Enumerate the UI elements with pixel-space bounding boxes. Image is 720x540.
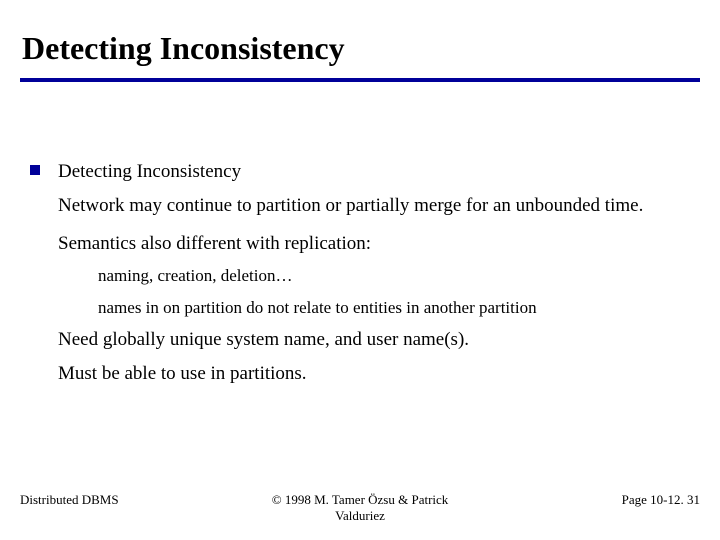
body-paragraph-4: Must be able to use in partitions. bbox=[58, 362, 678, 386]
body-subitem-2: names in on partition do not relate to e… bbox=[98, 297, 678, 318]
slide-footer: Distributed DBMS © 1998 M. Tamer Özsu & … bbox=[20, 492, 700, 524]
slide: Detecting Inconsistency Detecting Incons… bbox=[0, 0, 720, 540]
footer-center: © 1998 M. Tamer Özsu & Patrick Valduriez bbox=[247, 492, 474, 524]
footer-right: Page 10-12. 31 bbox=[473, 492, 700, 508]
square-bullet-icon bbox=[30, 165, 40, 175]
title-underline bbox=[20, 78, 700, 82]
slide-body: Detecting Inconsistency Network may cont… bbox=[58, 160, 678, 395]
body-paragraph-1: Network may continue to partition or par… bbox=[58, 194, 678, 218]
body-paragraph-3: Need globally unique system name, and us… bbox=[58, 328, 678, 352]
body-paragraph-2: Semantics also different with replicatio… bbox=[58, 232, 678, 256]
slide-title: Detecting Inconsistency bbox=[22, 30, 345, 67]
footer-left: Distributed DBMS bbox=[20, 492, 247, 508]
body-heading: Detecting Inconsistency bbox=[58, 160, 678, 184]
body-subitem-1: naming, creation, deletion… bbox=[98, 265, 678, 286]
